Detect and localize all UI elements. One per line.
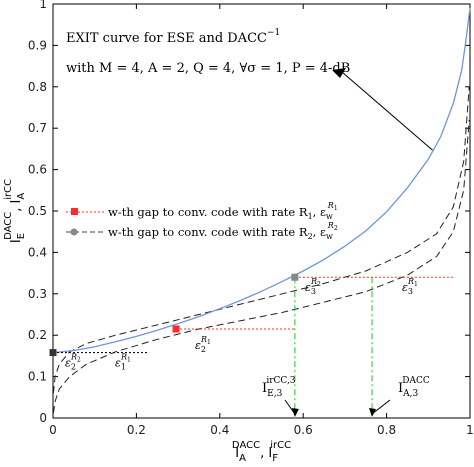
gap-marker	[291, 273, 299, 281]
x-tick-label: 0.6	[294, 423, 313, 437]
legend-entry: w-th gap to conv. code with rate R1, εwR…	[108, 201, 338, 221]
x-tick-label: 1	[466, 423, 474, 437]
vertical-mark-arrowhead	[291, 408, 299, 417]
annotation-line1: EXIT curve for ESE and DACC−1	[66, 28, 280, 46]
y-tick-label: 0.8	[28, 80, 47, 94]
plot-area	[52, 3, 471, 419]
gap-marker	[49, 349, 57, 357]
x-tick-label: 0.4	[210, 423, 229, 437]
exit-curve	[52, 8, 471, 354]
y-tick-label: 0.9	[28, 38, 47, 52]
y-axis-label: IEDACC, IAirCC	[3, 179, 27, 243]
y-tick-label: 0.7	[28, 121, 47, 135]
y-tick-label: 0.2	[28, 328, 47, 342]
vertical-mark-label: IE,3irCC,3	[262, 376, 296, 399]
chart-text: 0 0.2 0.4 0.6 0.8 1 0 0.1 0.2 0.3 0.4 0.5 0.6 0.7 0.8 0…	[3, 0, 474, 464]
gap-label: ε2R1	[195, 335, 211, 354]
x-tick-label: 0.2	[127, 423, 146, 437]
x-axis-label: IADACC, IFirCC	[232, 440, 291, 464]
code-curve-r1	[52, 119, 470, 414]
y-tick-label: 0.1	[28, 370, 47, 384]
legend-marker	[71, 208, 78, 215]
gap-label: ε1R1	[115, 353, 131, 372]
y-tick-label: 0.5	[28, 204, 47, 218]
y-tick-label: 0.6	[28, 163, 47, 177]
gap-marker	[172, 325, 180, 333]
x-tick-label: 0	[49, 423, 57, 437]
y-tick-label: 0.3	[28, 287, 47, 301]
annotation-line2: with M = 4, A = 2, Q = 4, ∀σ = 1, P = 4-…	[66, 61, 350, 76]
annotation-arrowhead	[332, 68, 346, 78]
y-tick-label: 0	[39, 411, 47, 425]
gap-label: ε3R1	[402, 277, 418, 296]
vertical-mark-arrow	[371, 399, 391, 415]
vertical-mark-arrowhead	[369, 408, 377, 417]
code-curve-r2	[52, 86, 470, 394]
gap-label: ε3R2	[305, 277, 321, 296]
gap-label: ε2R2	[65, 353, 81, 372]
legend-entry: w-th gap to conv. code with rate R2, εwR…	[108, 221, 338, 241]
y-axis-label-group: IEDACC, IAirCC	[3, 179, 27, 243]
chart-marks	[49, 8, 471, 418]
y-tick-label: 1	[39, 0, 47, 11]
vertical-mark-label: IA,3DACC	[398, 376, 430, 399]
y-tick-label: 0.4	[28, 245, 47, 259]
legend-marker	[70, 228, 78, 236]
x-tick-label: 0.8	[377, 423, 396, 437]
annotation-arrow	[341, 71, 433, 151]
